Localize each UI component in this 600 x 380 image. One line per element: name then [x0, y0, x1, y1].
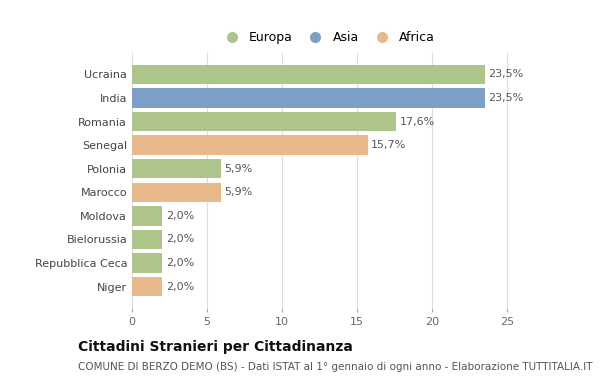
Bar — [132, 136, 367, 155]
Text: 2,0%: 2,0% — [166, 282, 194, 291]
Text: 15,7%: 15,7% — [371, 140, 407, 150]
Bar — [132, 253, 162, 273]
Legend: Europa, Asia, Africa: Europa, Asia, Africa — [214, 26, 440, 49]
Text: Cittadini Stranieri per Cittadinanza: Cittadini Stranieri per Cittadinanza — [78, 340, 353, 355]
Text: 2,0%: 2,0% — [166, 211, 194, 221]
Bar — [132, 206, 162, 225]
Bar — [132, 183, 221, 202]
Text: 5,9%: 5,9% — [224, 164, 253, 174]
Bar — [132, 159, 221, 178]
Bar — [132, 88, 485, 108]
Bar — [132, 112, 396, 131]
Text: 2,0%: 2,0% — [166, 234, 194, 244]
Bar — [132, 65, 485, 84]
Bar — [132, 277, 162, 296]
Text: 5,9%: 5,9% — [224, 187, 253, 197]
Text: 2,0%: 2,0% — [166, 258, 194, 268]
Text: 23,5%: 23,5% — [488, 93, 523, 103]
Text: COMUNE DI BERZO DEMO (BS) - Dati ISTAT al 1° gennaio di ogni anno - Elaborazione: COMUNE DI BERZO DEMO (BS) - Dati ISTAT a… — [78, 363, 593, 372]
Text: 17,6%: 17,6% — [400, 117, 435, 127]
Text: 23,5%: 23,5% — [488, 70, 523, 79]
Bar — [132, 230, 162, 249]
